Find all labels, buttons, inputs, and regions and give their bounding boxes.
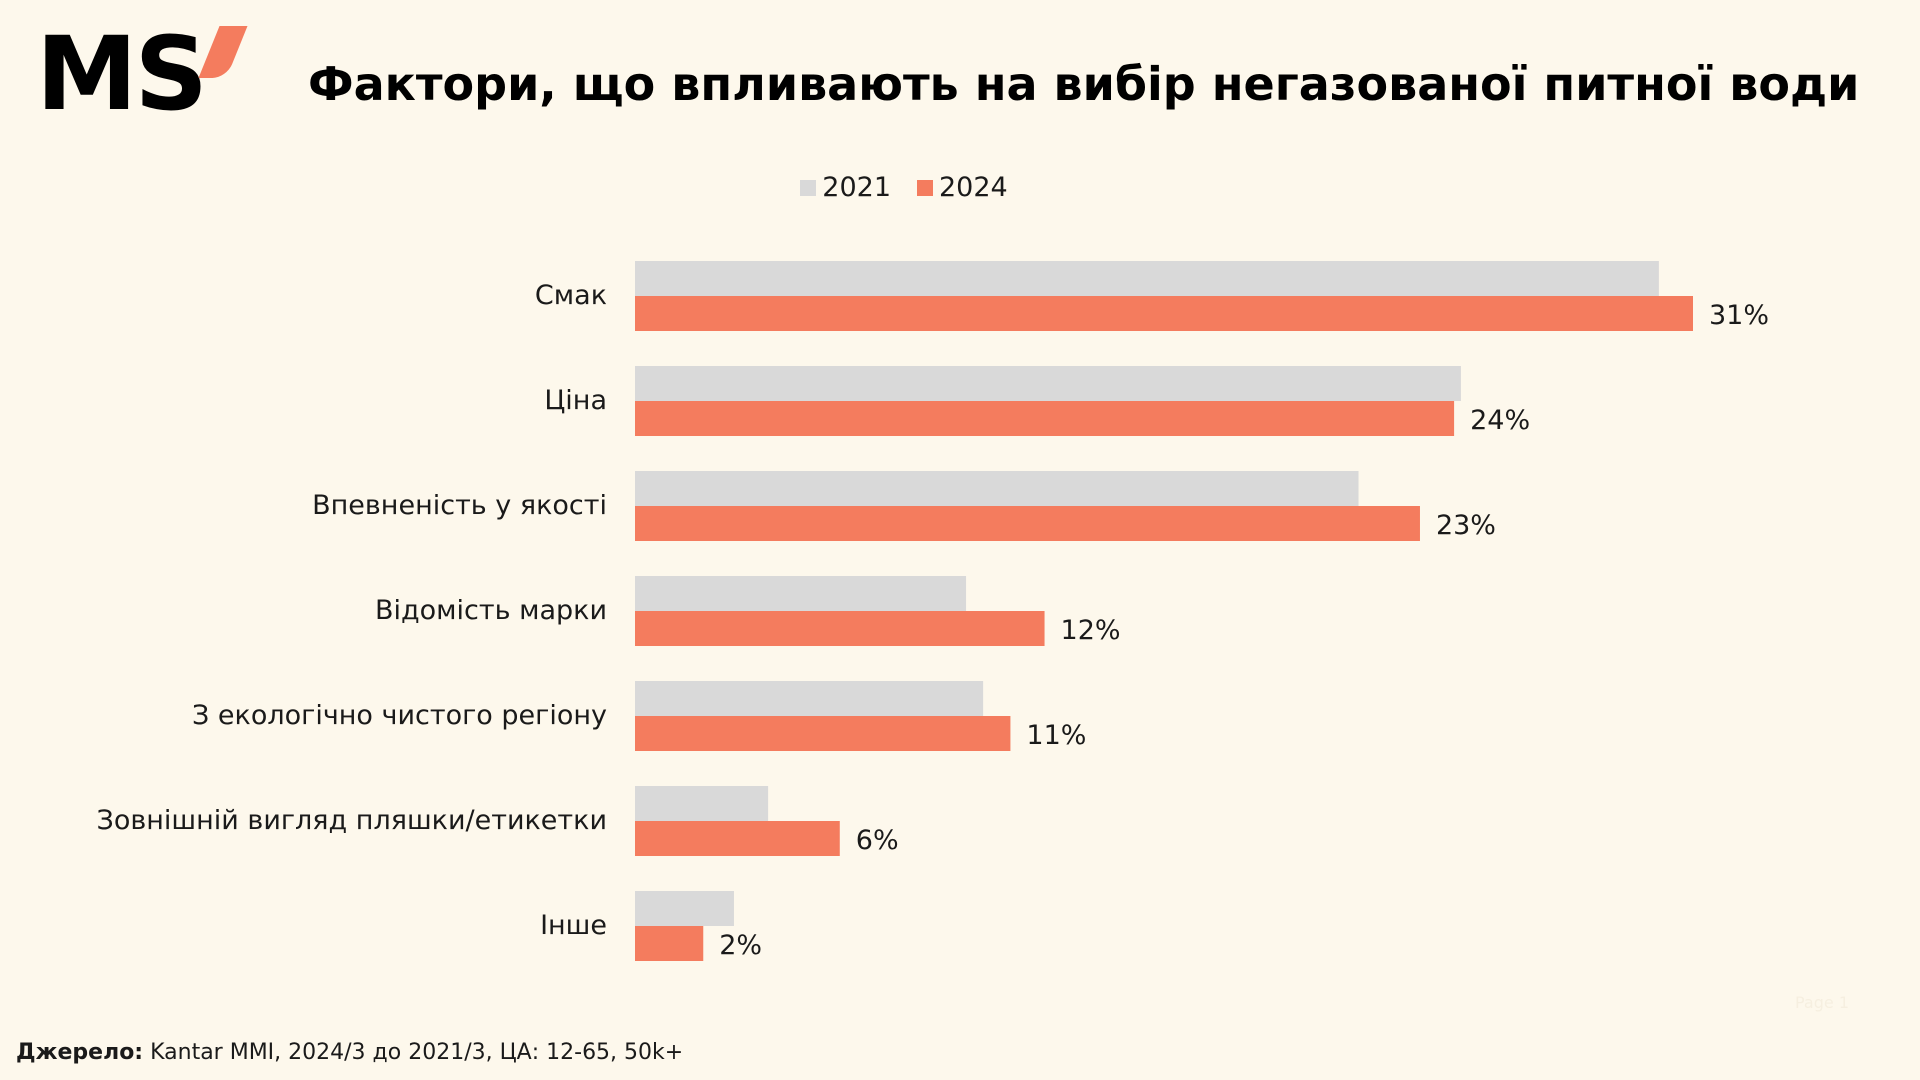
legend-swatch-2024: [917, 179, 933, 196]
bar-2021: [635, 576, 967, 611]
category-label: З екологічно чистого регіону: [192, 700, 607, 731]
data-label: 12%: [1061, 615, 1121, 646]
bar-2021: [635, 261, 1659, 296]
category-label: Інше: [540, 910, 607, 941]
chart-legend: 2021 2024: [0, 172, 1920, 203]
logo-text: MS: [36, 15, 208, 134]
data-label: 31%: [1709, 300, 1769, 331]
category-label: Смак: [535, 280, 607, 311]
bar-2024: [635, 926, 704, 961]
bar-chart: Смак 31% Ціна 24% Впевненість у якості 23% Від…: [97, 261, 1769, 961]
bar-2024: [635, 716, 1011, 751]
category-label: Ціна: [544, 385, 607, 416]
source-label: Джерело:: [16, 1040, 144, 1065]
bar-2024: [635, 611, 1045, 646]
data-label: 2%: [719, 930, 762, 961]
bar-2021: [635, 366, 1461, 401]
bar-2024: [635, 296, 1693, 331]
data-label: 23%: [1436, 510, 1496, 541]
legend-swatch-2021: [800, 179, 817, 196]
bar-2021: [635, 891, 734, 926]
data-label: 6%: [856, 825, 899, 856]
brand-logo: MS: [36, 15, 248, 134]
legend-label-2021: 2021: [822, 172, 891, 203]
bar-2024: [635, 821, 840, 856]
source-text: Kantar MMI, 2024/3 до 2021/3, ЦА: 12-65,…: [150, 1040, 684, 1065]
chart-title: Фактори, що впливають на вибір негазован…: [308, 57, 1860, 111]
bar-2024: [635, 506, 1420, 541]
bar-2021: [635, 471, 1359, 506]
page-marker: Page 1: [1795, 993, 1849, 1012]
source-note: Джерело: Kantar MMI, 2024/3 до 2021/3, Ц…: [16, 1040, 683, 1065]
data-label: 11%: [1026, 720, 1086, 751]
bar-2021: [635, 786, 769, 821]
legend-item-2021: 2021: [800, 172, 891, 203]
legend-item-2024: 2024: [917, 172, 1008, 203]
data-label: 24%: [1470, 405, 1530, 436]
bar-2021: [635, 681, 984, 716]
legend-label-2024: 2024: [939, 172, 1008, 203]
category-label: Впевненість у якості: [312, 490, 607, 521]
category-label: Зовнішній вигляд пляшки/етикетки: [97, 805, 607, 836]
bar-2024: [635, 401, 1455, 436]
category-label: Відомість марки: [375, 595, 607, 626]
